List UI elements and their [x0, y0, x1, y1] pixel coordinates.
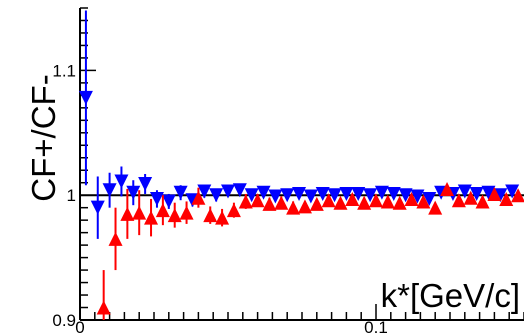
data-point: [221, 184, 235, 199]
data-point: [380, 194, 395, 209]
data-point: [499, 191, 514, 206]
data-point: [274, 195, 289, 210]
data-point: [345, 191, 360, 206]
data-point: [114, 174, 129, 189]
data-point: [120, 206, 135, 221]
data-point: [250, 193, 265, 208]
data-point: [339, 186, 354, 201]
y-axis-title: CF+/CF-: [25, 74, 62, 201]
y-tick-label: 1: [67, 186, 76, 205]
data-point: [138, 176, 153, 191]
data-point: [268, 189, 283, 204]
data-point: [369, 193, 383, 208]
x-tick-label: 0.1: [364, 318, 388, 333]
data-point: [303, 189, 318, 204]
data-point: [392, 195, 407, 210]
data-point: [404, 191, 419, 206]
data-point: [262, 196, 277, 211]
data-point: [505, 184, 520, 199]
data-point: [321, 193, 336, 208]
data-point: [226, 203, 241, 218]
series-layer: [78, 10, 524, 320]
data-point: [161, 194, 176, 209]
data-point: [244, 188, 259, 203]
data-point: [144, 210, 159, 225]
y-tick-label: 0.9: [52, 311, 76, 330]
data-point: [256, 185, 271, 200]
data-point: [493, 188, 508, 203]
data-point: [155, 203, 170, 218]
data-point: [357, 195, 372, 210]
y-tick-label: 1.1: [52, 61, 76, 80]
data-point: [96, 300, 111, 315]
data-point: [422, 191, 437, 206]
data-point: [475, 194, 490, 209]
data-point: [292, 186, 307, 201]
data-point: [374, 185, 389, 200]
series-triangle-down: [78, 10, 520, 239]
data-point: [209, 188, 224, 203]
data-point: [410, 189, 425, 204]
data-point: [416, 194, 431, 209]
data-point: [469, 186, 484, 201]
data-point: [108, 231, 123, 246]
data-point: [179, 205, 194, 220]
data-point: [232, 183, 247, 198]
data-point: [351, 186, 366, 201]
data-point: [280, 188, 295, 203]
data-point: [297, 199, 312, 214]
data-point: [451, 193, 466, 208]
data-point: [511, 188, 524, 203]
data-point: [78, 90, 93, 105]
data-point: [167, 208, 182, 223]
data-point: [398, 188, 413, 203]
plot-frame: [79, 8, 524, 321]
x-ticks: 0 0.1: [75, 304, 524, 333]
data-point: [463, 190, 478, 205]
data-point: [126, 185, 141, 200]
data-point: [440, 181, 455, 196]
data-point: [487, 186, 502, 201]
data-point: [203, 208, 218, 223]
data-point: [315, 186, 330, 201]
series-triangle-up: [96, 181, 524, 320]
data-point: [363, 188, 378, 203]
data-point: [238, 194, 253, 209]
data-point: [197, 184, 212, 199]
data-point: [191, 190, 206, 205]
data-point: [286, 200, 301, 215]
data-point: [102, 183, 117, 198]
x-axis-title: k*[GeV/c]: [381, 277, 520, 314]
data-point: [215, 210, 230, 225]
data-point: [386, 186, 401, 201]
data-point: [173, 185, 188, 200]
data-point: [457, 184, 472, 199]
data-point: [428, 200, 443, 215]
data-point: [309, 196, 324, 211]
data-point: [149, 191, 164, 206]
x-tick-label: 0: [75, 318, 84, 333]
data-point: [90, 200, 105, 215]
data-point: [327, 188, 342, 203]
data-point: [481, 185, 496, 200]
data-point: [132, 205, 147, 220]
data-point: [333, 195, 348, 210]
